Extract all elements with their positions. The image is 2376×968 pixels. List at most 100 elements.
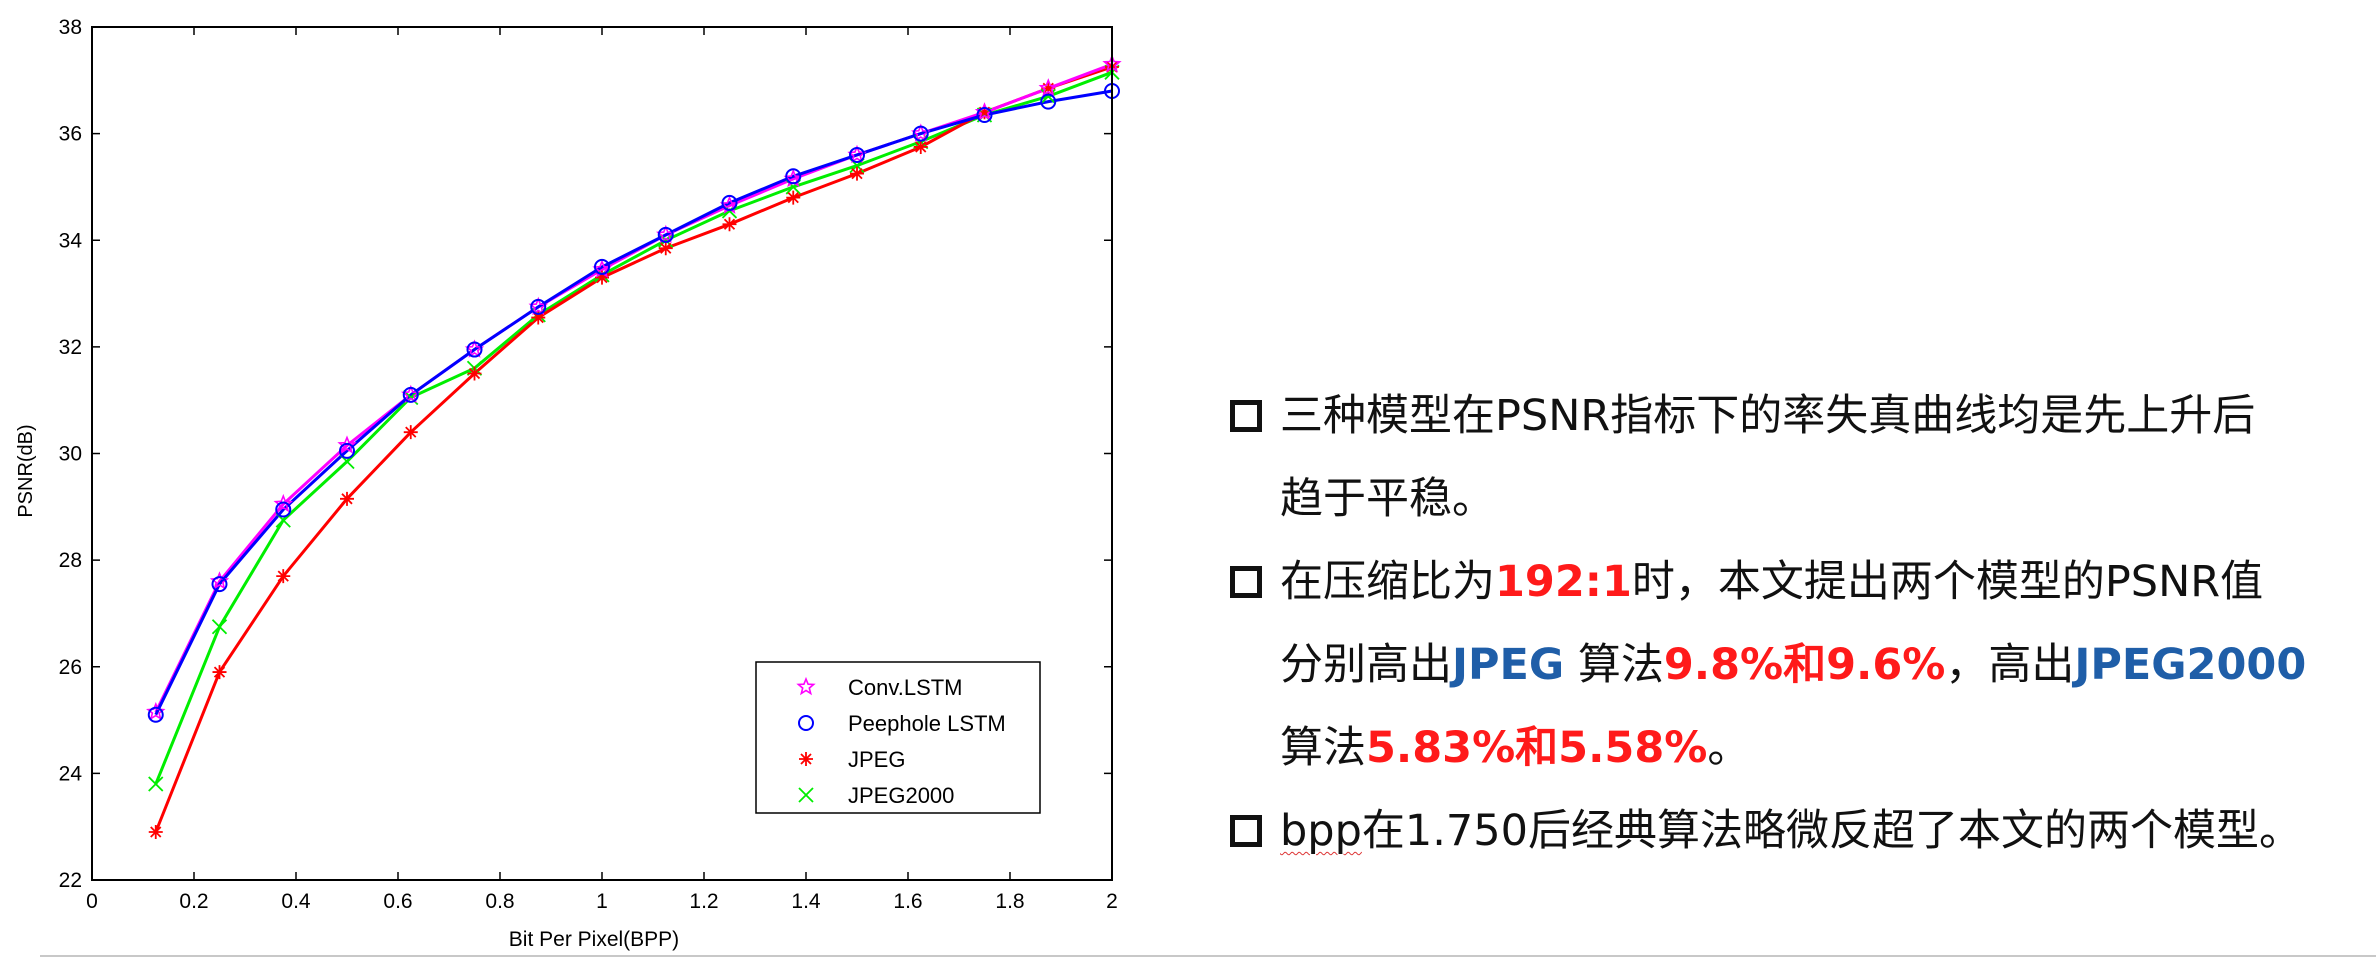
data-point-x — [211, 619, 228, 635]
data-point-asterisk — [722, 217, 737, 232]
x-axis-label: Bit Per Pixel(BPP) — [509, 928, 679, 951]
data-point-asterisk — [850, 166, 864, 181]
data-point-asterisk — [913, 139, 928, 154]
text-run: 在1.750后经典算法略微反超了本文的两个模型。 — [1361, 806, 2302, 856]
x-tick-label: 1 — [596, 890, 608, 913]
legend-label: JPEG2000 — [848, 783, 954, 808]
y-tick-label: 38 — [59, 16, 82, 39]
data-point-asterisk — [212, 665, 227, 680]
data-point-asterisk — [658, 241, 673, 256]
data-point-circle — [721, 194, 738, 211]
data-point-circle — [976, 106, 993, 123]
y-tick-label: 36 — [59, 123, 82, 146]
data-point-asterisk — [467, 366, 482, 381]
x-tick-label: 1.8 — [995, 890, 1024, 913]
data-point-asterisk — [148, 825, 163, 840]
x-tick-label: 0.4 — [281, 890, 311, 913]
text-run: 算法 — [1564, 640, 1664, 690]
psnr-chart: PSNR(dB) Bit Per Pixel(BPP) 0 0.2 0.4 0.6 0.… — [15, 16, 1122, 951]
data-point-circle — [912, 125, 929, 142]
legend-marker-star — [796, 676, 816, 696]
text-run: 算法 — [1280, 723, 1366, 773]
data-point-circle — [339, 442, 355, 459]
data-point-asterisk — [595, 270, 609, 285]
series-line-jpeg — [154, 65, 1113, 833]
data-point-star — [337, 435, 357, 454]
y-tick-label: 30 — [59, 443, 82, 466]
bullet-3-line-1: bpp在1.750后经典算法略微反超了本文的两个模型。 — [1280, 790, 2370, 873]
jpeg-highlight: JPEG — [1452, 640, 1565, 690]
text-run: 时，本文提出两个模型的PSNR值 — [1631, 557, 2264, 607]
series-line-conv-lstm — [154, 62, 1113, 713]
legend: Conv.LSTM Peephole LSTM JPEG JPEG2000 — [755, 661, 1041, 814]
y-tick-label: 34 — [59, 229, 83, 252]
data-point-circle — [594, 258, 610, 275]
data-point-circle — [466, 341, 483, 358]
data-point-circle — [785, 168, 802, 185]
bottom-divider — [40, 955, 2376, 957]
bullet-1-line-2: 趋于平稳。 — [1280, 474, 1495, 524]
x-tick-label: 1.2 — [689, 890, 718, 913]
bullet-item-1: 三种模型在PSNR指标下的率失真曲线均是先上升后 趋于平稳。 — [1220, 375, 2370, 541]
bullet-item-2: 在压缩比为192:1时，本文提出两个模型的PSNR值 分别高出JPEG 算法9.… — [1220, 541, 2370, 790]
x-tick-label: 0 — [86, 890, 98, 913]
data-point-circle — [657, 226, 674, 243]
legend-label: JPEG — [848, 747, 905, 772]
ratio-highlight: 192:1 — [1495, 557, 1632, 607]
data-point-circle — [402, 386, 419, 403]
bullet-list: 三种模型在PSNR指标下的率失真曲线均是先上升后 趋于平稳。 在压缩比为192:… — [1220, 375, 2370, 873]
y-tick-label: 26 — [59, 656, 82, 679]
x-tick-label: 0.6 — [383, 890, 412, 913]
x-tick-label: 1.4 — [791, 890, 821, 913]
y-tick-label: 28 — [59, 549, 82, 572]
data-point-circle — [530, 298, 547, 315]
data-point-asterisk — [531, 310, 546, 325]
bullet-2-line-3: 算法5.83%和5.58%。 — [1280, 707, 2370, 790]
text-run: 在压缩比为 — [1280, 557, 1495, 607]
plot-frame — [91, 26, 1113, 881]
legend-label: Peephole LSTM — [848, 711, 1006, 736]
legend-label: Conv.LSTM — [848, 675, 963, 700]
spellcheck-word: bpp — [1280, 806, 1362, 856]
bullet-2-line-1: 在压缩比为192:1时，本文提出两个模型的PSNR值 — [1280, 541, 2370, 624]
jpeg-gain-highlight: 9.8%和9.6% — [1663, 640, 1946, 690]
legend-box — [755, 661, 1041, 814]
series-line-peephole-lstm — [154, 89, 1113, 716]
y-tick-label: 32 — [59, 336, 82, 359]
data-point-star — [1038, 78, 1058, 97]
y-tick-label: 24 — [59, 762, 83, 785]
y-tick-label: 22 — [59, 869, 82, 892]
data-point-x — [148, 776, 164, 792]
data-point-circle — [211, 576, 228, 593]
legend-marker-x — [798, 787, 814, 803]
text-run: 。 — [1707, 723, 1751, 773]
legend-marker-asterisk — [799, 752, 813, 766]
x-tick-label: 2 — [1106, 890, 1118, 913]
legend-marker-circle — [798, 715, 814, 731]
bullet-item-3: bpp在1.750后经典算法略微反超了本文的两个模型。 — [1220, 790, 2370, 873]
data-point-circle — [275, 501, 292, 518]
data-point-circle — [1040, 93, 1057, 110]
data-point-asterisk — [977, 105, 992, 120]
square-bullet-icon — [1230, 815, 1262, 847]
data-point-circle — [147, 706, 164, 723]
bullet-2-line-2: 分别高出JPEG 算法9.8%和9.6%，高出JPEG2000 — [1280, 624, 2370, 707]
data-point-asterisk — [340, 491, 354, 506]
data-point-star — [273, 493, 293, 513]
data-point-asterisk — [276, 569, 291, 584]
data-point-asterisk — [1041, 81, 1056, 96]
x-tick-label: 0.2 — [179, 890, 208, 913]
jpeg2000-gain-highlight: 5.83%和5.58% — [1366, 723, 1708, 773]
x-tick-label: 1.6 — [893, 890, 922, 913]
text-run: 分别高出 — [1280, 640, 1452, 690]
y-axis-label: PSNR(dB) — [15, 424, 37, 517]
data-point-asterisk — [403, 425, 418, 440]
jpeg2000-highlight: JPEG2000 — [2074, 640, 2307, 690]
square-bullet-icon — [1230, 566, 1262, 598]
data-point-asterisk — [786, 190, 801, 205]
square-bullet-icon — [1230, 400, 1262, 432]
x-tick-label: 0.8 — [485, 890, 514, 913]
data-point-circle — [849, 146, 865, 163]
bullet-1-line-1: 三种模型在PSNR指标下的率失真曲线均是先上升后 — [1280, 391, 2256, 441]
text-run: ，高出 — [1945, 640, 2075, 690]
